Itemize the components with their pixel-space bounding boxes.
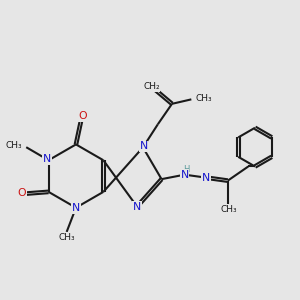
Text: O: O bbox=[78, 112, 87, 122]
Text: CH₃: CH₃ bbox=[196, 94, 212, 103]
Text: O: O bbox=[18, 188, 26, 198]
Text: N: N bbox=[202, 173, 210, 183]
Text: H: H bbox=[183, 165, 189, 174]
Text: N: N bbox=[133, 202, 141, 212]
Text: CH₂: CH₂ bbox=[143, 82, 160, 91]
Text: N: N bbox=[181, 170, 189, 180]
Text: N: N bbox=[43, 154, 51, 164]
Text: CH₃: CH₃ bbox=[5, 141, 22, 150]
Text: CH₃: CH₃ bbox=[220, 205, 237, 214]
Text: CH₃: CH₃ bbox=[58, 233, 75, 242]
Text: N: N bbox=[140, 141, 148, 151]
Text: N: N bbox=[72, 203, 80, 213]
